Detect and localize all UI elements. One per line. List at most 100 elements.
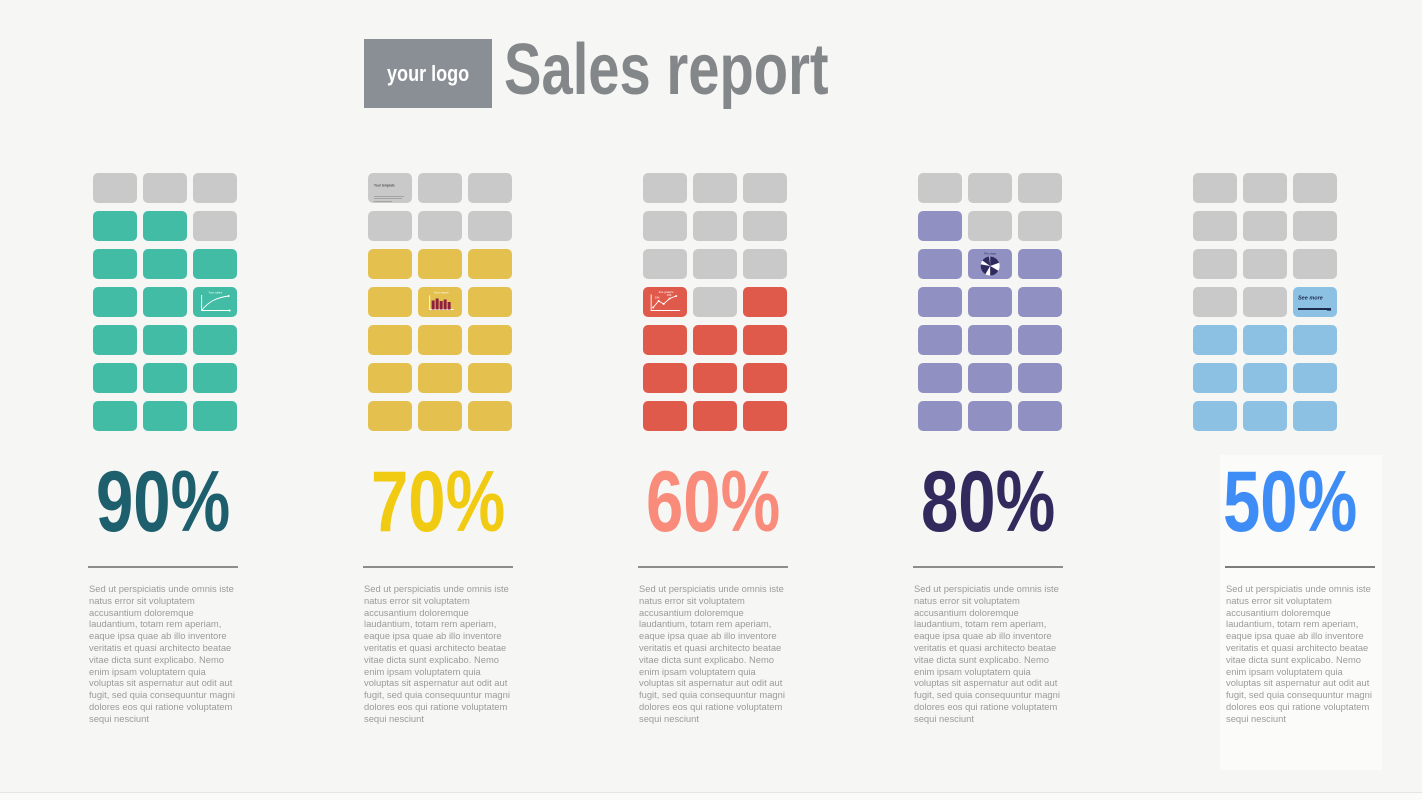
svg-text:40%: 40% [667,294,673,297]
tile-grid: line graphs 20% 40% [643,173,788,431]
highlight-panel [1220,455,1382,770]
tile-fill [1292,401,1338,431]
percent-value: 80% [921,454,1056,550]
tile-gray [368,211,413,241]
tile-fill [967,325,1013,355]
tile-gray [1292,173,1338,203]
tile-fill [93,401,138,431]
tile-fill [1242,325,1288,355]
svg-text:Your report: Your report [434,291,449,295]
tile-fill [1017,363,1063,393]
tile-gray [1017,211,1063,241]
tile-fill [142,249,188,279]
percent-value: 90% [96,454,231,550]
divider-line [638,566,788,568]
tile-gray [142,173,188,203]
tile-fill [967,401,1013,431]
tile-fill [742,287,788,317]
description-text: Sed ut perspiciatis unde omnis iste natu… [1226,583,1372,724]
tile-gray [467,211,513,241]
tile-fill [368,325,413,355]
logo-text: your logo [386,60,470,86]
tile-gray [1242,173,1288,203]
tile-chart[interactable]: Your sales [192,287,238,317]
tile-gray [1292,211,1338,241]
line-chart-icon: Your sales [200,291,231,312]
tile-chart[interactable]: Your report [417,287,463,317]
tile-fill [1017,401,1063,431]
tile-fill [918,287,963,317]
tile-gray [1242,249,1288,279]
tile-gray [692,173,738,203]
tile-fill [192,401,238,431]
divider-line [88,566,238,568]
tile-grid: See more [1193,173,1338,431]
tile-fill [742,363,788,393]
tile-gray [1242,287,1288,317]
stat-column: line graphs 20% 40% 60% Sed ut perspiciati… [638,0,838,800]
tile-gray [967,173,1013,203]
tile-chart[interactable]: line graphs 20% 40% [643,287,688,317]
pie-chart-icon: Pie chart [980,252,1000,276]
tile-fill [1292,325,1338,355]
see-more-dash [1327,310,1332,311]
tile-fill [967,287,1013,317]
tile-chart[interactable]: See more [1292,287,1338,317]
tile-fill [918,211,963,241]
tile-fill [1017,287,1063,317]
tile-gray [742,249,788,279]
tile-fill [467,325,513,355]
tile-chart[interactable]: Pie chart [967,249,1013,279]
tile-fill [1193,363,1238,393]
tile-fill [93,325,138,355]
tile-fill [93,249,138,279]
tile-fill [467,287,513,317]
tile-fill [1242,401,1288,431]
svg-text:Your sales: Your sales [208,291,222,295]
tile-grid: Your template Your report [368,173,513,431]
tile-gray [192,173,238,203]
stat-column: Pie chart 80% Sed ut perspiciatis unde o… [913,0,1113,800]
tile-gray [742,211,788,241]
svg-text:line graphs: line graphs [659,290,674,294]
tile-fill [692,363,738,393]
tile-fill [93,363,138,393]
tile-fill [142,401,188,431]
note-tile-content: Your template [368,173,412,203]
tile-gray [1193,249,1238,279]
tile-fill [1242,363,1288,393]
tile-fill [1292,363,1338,393]
tile-fill [742,401,788,431]
tile-fill [417,249,463,279]
line-graph-icon: line graphs 20% 40% [650,290,681,311]
tile-fill [467,363,513,393]
note-title-label: Your template [374,184,395,188]
tile-gray [692,287,738,317]
tile-fill [93,287,138,317]
tile-gray [1193,173,1238,203]
tile-gray [692,211,738,241]
tile-fill [142,287,188,317]
stat-column: Your template Your report 70% Sed ut pers… [363,0,563,800]
tile-fill [1017,249,1063,279]
tile-fill [643,325,688,355]
tile-gray [1292,249,1338,279]
stat-column: See more 50% Sed ut perspiciatis unde om… [1188,0,1388,800]
tile-gray [643,173,688,203]
description-text: Sed ut perspiciatis unde omnis iste natu… [639,583,785,724]
logo-box: your logo [364,39,492,108]
tile-gray [1193,211,1238,241]
tile-gray [643,249,688,279]
tile-fill [142,363,188,393]
tile-fill [692,325,738,355]
tile-fill [1017,325,1063,355]
tile-fill [967,363,1013,393]
bar-chart-icon: Your report [429,291,454,310]
tile-fill [142,325,188,355]
tile-fill [918,363,963,393]
svg-text:Pie chart: Pie chart [984,252,996,256]
tile-note[interactable]: Your template [368,173,413,203]
description-text: Sed ut perspiciatis unde omnis iste natu… [364,583,510,724]
description-text: Sed ut perspiciatis unde omnis iste natu… [89,583,235,724]
